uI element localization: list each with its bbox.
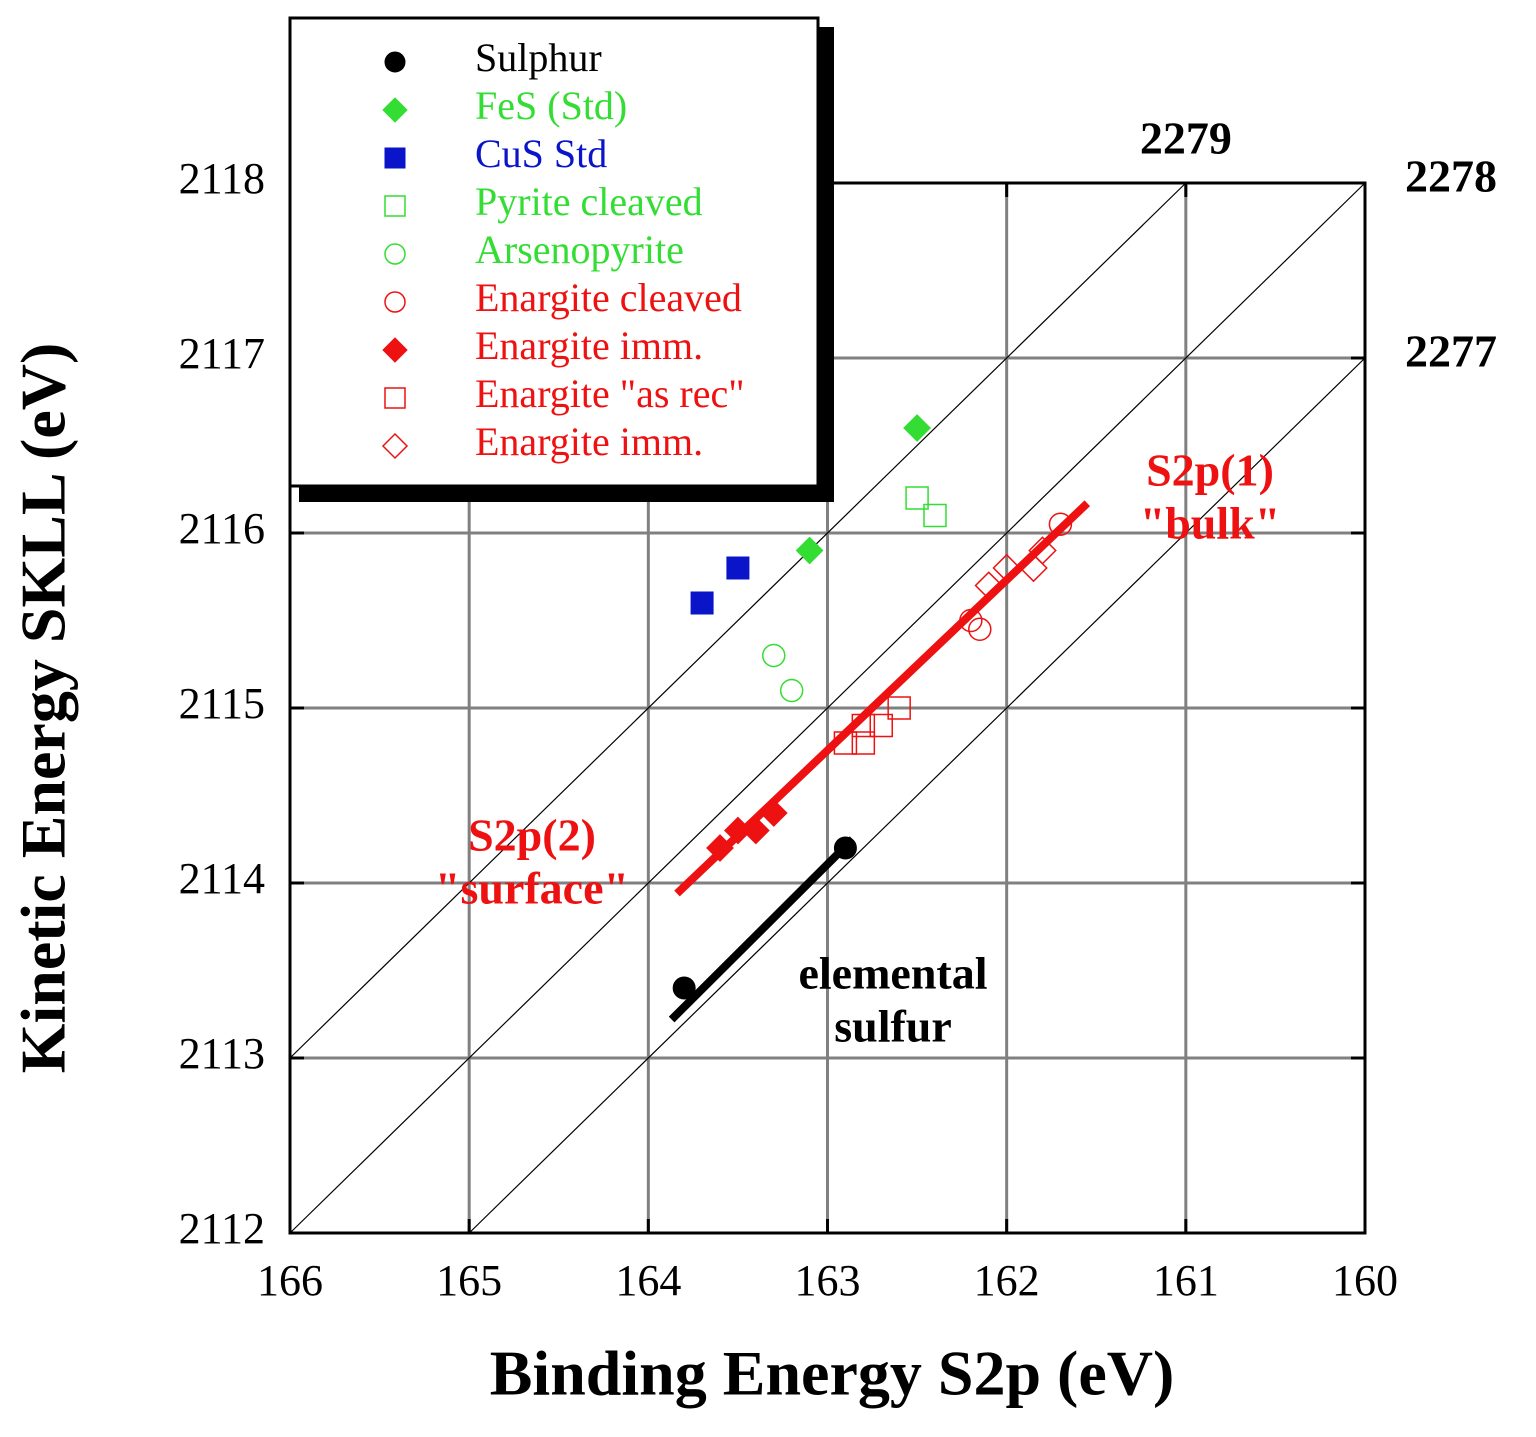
x-tick-label: 163 (795, 1256, 861, 1305)
marker (968, 617, 992, 641)
y-tick-label: 2117 (179, 329, 265, 378)
legend-label: Enargite imm. (475, 323, 703, 368)
marker (887, 696, 911, 720)
auger-label: 2279 (1140, 113, 1232, 164)
auger-label: 2278 (1405, 151, 1497, 202)
annotation: elemental (798, 948, 987, 999)
annotation: "bulk" (1140, 498, 1281, 549)
x-tick-label: 164 (615, 1256, 681, 1305)
auger-line (468, 357, 1366, 1234)
marker (1028, 536, 1057, 565)
marker (903, 414, 931, 442)
legend-box (288, 16, 820, 488)
legend-label: Enargite cleaved (475, 275, 742, 320)
y-tick-label: 2113 (179, 1029, 265, 1078)
marker (1048, 512, 1073, 536)
marker (779, 678, 804, 703)
legend-label: FeS (Std) (475, 83, 627, 128)
auger-label: 2277 (1405, 326, 1497, 377)
legend-label: Sulphur (475, 35, 602, 80)
marker (384, 291, 406, 313)
annotation: S2p(1) (1146, 445, 1274, 496)
x-tick-label: 162 (974, 1256, 1040, 1305)
fit-line (668, 836, 856, 1023)
auger-line (289, 182, 1187, 1059)
marker (672, 976, 696, 1000)
marker (833, 836, 857, 860)
marker (851, 731, 876, 755)
x-tick-label: 165 (436, 1256, 502, 1305)
marker (384, 147, 406, 169)
annotation: "surface" (435, 863, 629, 914)
legend-label: Pyrite cleaved (475, 179, 703, 224)
legend-label: Enargite imm. (475, 419, 703, 464)
plot-marks (668, 414, 1091, 1023)
marker (384, 387, 406, 409)
x-tick-label: 166 (257, 1256, 323, 1305)
y-tick-label: 2116 (179, 504, 265, 553)
marker (706, 834, 734, 862)
marker (762, 643, 786, 668)
marker (992, 553, 1021, 583)
marker (959, 608, 983, 633)
legend-label: Enargite "as rec" (475, 371, 745, 416)
marker (690, 591, 714, 615)
marker (869, 713, 893, 738)
marker (382, 337, 408, 363)
y-tick-label: 2112 (179, 1204, 265, 1253)
y-axis-title: Kinetic Energy SKLL (eV) (8, 343, 79, 1074)
labels: Binding Energy S2p (eV) Kinetic Energy S… (8, 113, 1497, 1409)
marker (382, 97, 408, 123)
annotation: S2p(2) (468, 810, 596, 861)
legend-label: CuS Std (475, 131, 607, 176)
marker (726, 556, 750, 580)
y-tick-label: 2118 (179, 154, 265, 203)
marker (381, 432, 409, 460)
marker (384, 243, 406, 265)
auger-lines (289, 182, 1366, 1234)
x-axis-title: Binding Energy S2p (eV) (490, 1338, 1175, 1409)
auger-line (289, 182, 1366, 1234)
annotation: sulfur (834, 1001, 952, 1052)
y-tick-label: 2115 (179, 679, 265, 728)
marker (384, 195, 406, 217)
x-tick-label: 160 (1332, 1256, 1398, 1305)
y-tick-label: 2114 (179, 854, 265, 903)
marker (851, 713, 876, 738)
marker (795, 536, 824, 565)
marker (384, 51, 406, 73)
marker (905, 486, 929, 510)
marker (759, 799, 788, 827)
marker (974, 571, 1004, 600)
marker (923, 503, 947, 528)
legend-label: Arsenopyrite (475, 227, 684, 272)
x-tick-label: 161 (1153, 1256, 1219, 1305)
marker (833, 731, 858, 755)
marker (741, 816, 770, 845)
